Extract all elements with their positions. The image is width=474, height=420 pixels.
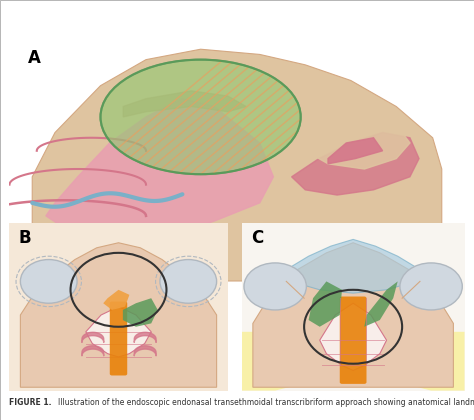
Text: B: B: [18, 229, 31, 247]
Text: Illustration of the endoscopic endonasal transethmoidal transcribriform approach: Illustration of the endoscopic endonasal…: [58, 398, 474, 407]
Polygon shape: [103, 290, 129, 310]
Polygon shape: [123, 298, 158, 327]
Polygon shape: [20, 243, 217, 387]
Polygon shape: [242, 332, 465, 391]
Polygon shape: [86, 307, 151, 357]
Polygon shape: [32, 49, 442, 281]
Polygon shape: [286, 239, 420, 293]
Polygon shape: [253, 243, 453, 387]
Polygon shape: [123, 91, 246, 117]
FancyBboxPatch shape: [340, 297, 366, 384]
Polygon shape: [9, 223, 228, 391]
Circle shape: [400, 263, 462, 310]
Circle shape: [244, 263, 306, 310]
Circle shape: [160, 260, 217, 303]
Polygon shape: [328, 138, 383, 164]
Polygon shape: [46, 99, 273, 242]
Polygon shape: [364, 281, 398, 327]
Polygon shape: [242, 223, 465, 391]
Polygon shape: [305, 117, 410, 169]
Circle shape: [20, 260, 77, 303]
Polygon shape: [309, 281, 342, 327]
Text: C: C: [251, 229, 263, 247]
FancyBboxPatch shape: [110, 302, 127, 375]
Circle shape: [100, 60, 301, 174]
Text: A: A: [27, 49, 41, 67]
Polygon shape: [292, 133, 419, 195]
Polygon shape: [319, 303, 387, 370]
Text: FIGURE 1.: FIGURE 1.: [9, 398, 52, 407]
